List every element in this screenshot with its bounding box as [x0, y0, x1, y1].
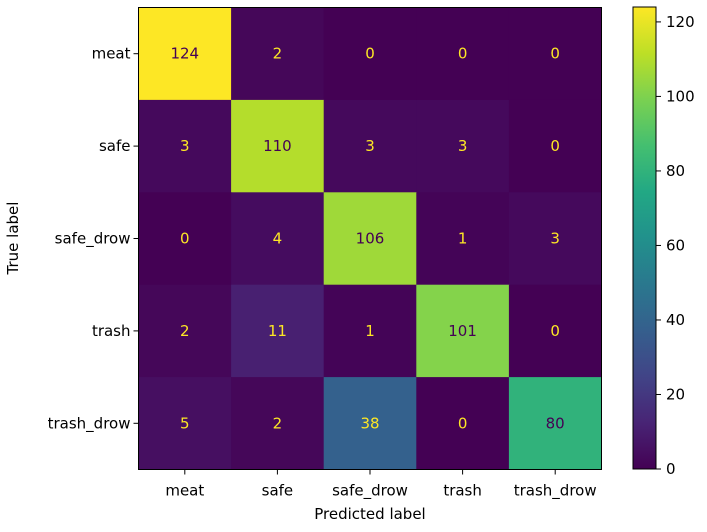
cell-value-label: 2 [273, 45, 283, 63]
heatmap-cell [323, 99, 417, 193]
heatmap-cell [231, 192, 325, 286]
colorbar-ticks: 0 20 40 60 80 100 120 [656, 13, 695, 478]
heatmap-cell [508, 284, 602, 378]
heatmap-cell [138, 377, 232, 470]
x-tick-label: trash_drow [514, 482, 597, 501]
heatmap-cell [138, 284, 232, 378]
heatmap-cell [508, 99, 602, 193]
heatmap-cell [231, 284, 325, 378]
x-axis-ticks: meat safe safe_drow trash trash_drow [165, 469, 597, 501]
cell-value-label: 3 [180, 137, 190, 155]
cell-value-label: 0 [458, 414, 468, 432]
cell-value-label: 110 [263, 137, 292, 155]
y-tick-label: trash_drow [48, 414, 131, 433]
y-tick-label: safe [99, 137, 131, 155]
heatmap-cell [323, 377, 417, 470]
cell-value-label: 3 [550, 230, 560, 248]
y-tick-label: safe_drow [55, 230, 131, 249]
y-axis-label: True label [4, 202, 22, 276]
heatmap-cell [416, 377, 510, 470]
heatmap-cell [416, 99, 510, 193]
cell-value-label: 0 [180, 230, 190, 248]
colorbar-tick-label: 60 [666, 236, 685, 254]
cell-value-label: 38 [360, 414, 379, 432]
x-tick-label: safe_drow [332, 482, 408, 501]
cell-value-label: 2 [273, 414, 283, 432]
y-tick-label: trash [92, 322, 131, 340]
cell-value-label: 3 [365, 137, 375, 155]
colorbar-tick-label: 40 [666, 311, 685, 329]
cell-value-label: 124 [170, 45, 199, 63]
x-axis-label: Predicted label [314, 505, 425, 523]
cell-value-label: 0 [550, 322, 560, 340]
heatmap-cell [323, 284, 417, 378]
cell-value-label: 0 [550, 137, 560, 155]
heatmap-cell [508, 377, 602, 470]
colorbar [632, 6, 657, 470]
x-tick-label: meat [165, 482, 204, 500]
heatmap-cell [416, 284, 510, 378]
cell-value-label: 11 [268, 322, 287, 340]
cell-value-label: 0 [550, 45, 560, 63]
cell-value-label: 80 [546, 414, 565, 432]
heatmap-cell [231, 99, 325, 193]
cell-value-label: 4 [273, 230, 283, 248]
cell-value-label: 2 [180, 322, 190, 340]
cell-value-label: 5 [180, 414, 190, 432]
x-tick-label: trash [443, 482, 482, 500]
cell-value-label: 106 [356, 230, 385, 248]
heatmap-cell [508, 7, 602, 101]
heatmap-cells [138, 7, 602, 470]
heatmap-cell [416, 192, 510, 286]
heatmap-cell [323, 7, 417, 101]
x-tick-label: safe [262, 482, 294, 500]
cell-value-label: 0 [365, 45, 375, 63]
colorbar-tick-label: 0 [666, 460, 676, 478]
heatmap-cell [323, 192, 417, 286]
heatmap-cell [138, 99, 232, 193]
cell-value-labels: 124 2 0 0 03 110 3 3 00 4 106 1 32 11 1 101 05 2 38 0 80 [170, 45, 564, 433]
y-tick-label: meat [92, 45, 131, 63]
cell-value-label: 3 [458, 137, 468, 155]
cell-value-label: 1 [365, 322, 375, 340]
heatmap-cell [416, 7, 510, 101]
cell-value-label: 0 [458, 45, 468, 63]
heatmap-cell [231, 377, 325, 470]
heatmap-cell [138, 192, 232, 286]
cell-value-label: 101 [448, 322, 477, 340]
colorbar-tick-label: 20 [666, 385, 685, 403]
cell-value-label: 1 [458, 230, 468, 248]
heatmap-cell [231, 7, 325, 101]
heatmap-cell [138, 7, 232, 101]
heatmap-cell [508, 192, 602, 286]
colorbar-tick-label: 100 [666, 87, 695, 105]
colorbar-tick-label: 80 [666, 162, 685, 180]
colorbar-tick-label: 120 [666, 13, 695, 31]
